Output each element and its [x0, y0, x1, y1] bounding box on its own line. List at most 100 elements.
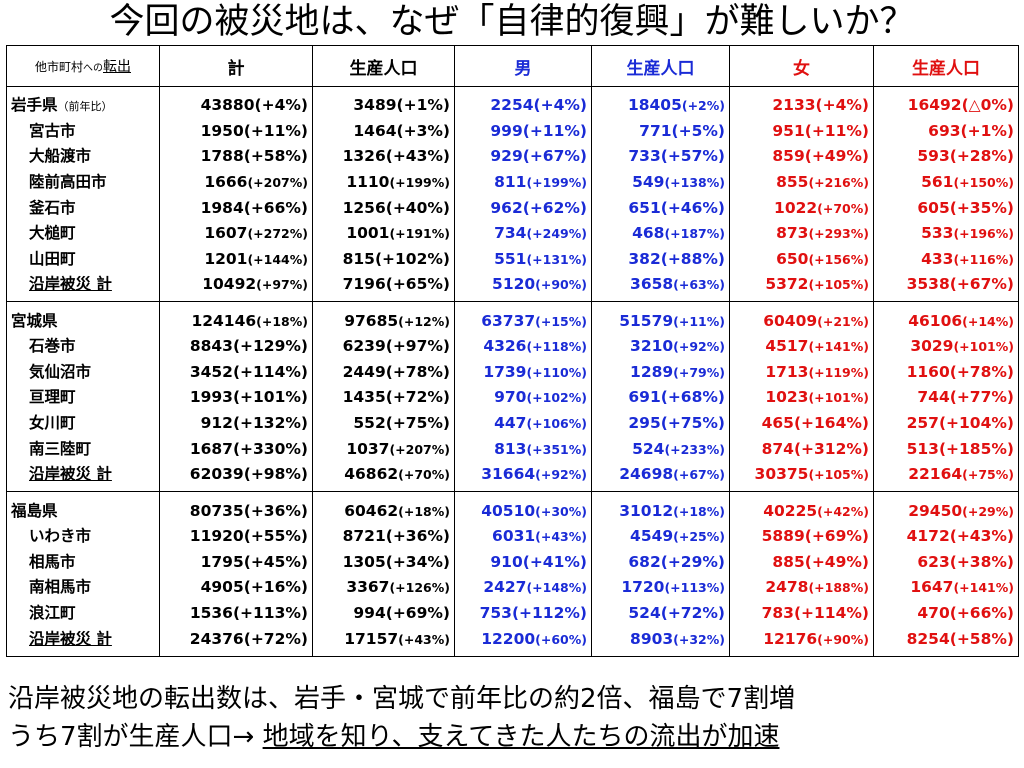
table-cell: 22164(+75%) [873, 461, 1019, 493]
cell-value: 12200 [481, 629, 536, 648]
table-cell: 257(+104%) [873, 410, 1019, 437]
table-cell: 3489(+1%) [312, 86, 455, 119]
cell-value: 929 [490, 147, 523, 166]
cell-change: (+101%) [232, 388, 308, 407]
table-cell: 970(+102%) [454, 385, 592, 411]
table-cell: 1993(+101%) [159, 385, 313, 411]
cell-change: (+67%) [949, 275, 1014, 294]
cell-value: 910 [490, 552, 523, 571]
cell-value: 60462 [344, 501, 399, 520]
cell-value: 1023 [765, 388, 809, 407]
table-cell: 3452(+114%) [159, 359, 313, 386]
table-row: 宮古市 1950(+11%) 1464(+3%) 999(+11%) 771(+5%) 9… [6, 118, 1019, 145]
table-cell: 1256(+40%) [312, 195, 455, 221]
table-cell: 1647(+141%) [873, 575, 1019, 601]
table-cell: 1713(+119%) [729, 359, 874, 386]
cell-value: 40510 [481, 501, 536, 520]
table-cell: 533(+196%) [873, 220, 1019, 247]
footer-summary: 沿岸被災地の転出数は、岩手・宮城で前年比の約2倍、福島で7割増 うち7割が生産人… [8, 680, 1018, 756]
table-row: 浪江町 1536(+113%) 994(+69%) 753(+112%) 524(+72… [6, 600, 1019, 627]
table-cell: 1739(+110%) [454, 359, 592, 386]
cell-change: (+12%) [398, 313, 450, 329]
row-name: 石巻市 [6, 334, 160, 360]
cell-value: 2478 [765, 578, 809, 597]
table-cell: 859(+49%) [729, 144, 874, 170]
cell-value: 3029 [910, 337, 954, 356]
cell-value: 753 [479, 603, 512, 622]
table-cell: 46106(+14%) [873, 301, 1019, 335]
cell-change: (+4%) [254, 96, 308, 115]
cell-value: 513 [906, 439, 939, 458]
cell-value: 859 [772, 147, 805, 166]
cell-value: 1110 [346, 173, 390, 191]
cell-change: (+11%) [243, 121, 308, 140]
table-cell: 80735(+36%) [159, 491, 313, 525]
table-cell: 651(+46%) [591, 195, 730, 221]
cell-value: 382 [628, 249, 661, 268]
cell-value: 3538 [906, 275, 950, 294]
table-cell: 5120(+90%) [454, 271, 592, 303]
cell-value: 813 [494, 439, 527, 458]
row-name: 大船渡市 [6, 144, 160, 170]
cell-change: (+65%) [385, 275, 450, 294]
cell-change: (+36%) [243, 501, 308, 520]
cell-value: 4517 [765, 337, 809, 356]
table-cell: 994(+69%) [312, 600, 455, 627]
table-cell: 682(+29%) [591, 549, 730, 576]
table-cell: 3538(+67%) [873, 271, 1019, 303]
cell-change: (+1%) [960, 121, 1014, 140]
table-cell: 2478(+188%) [729, 575, 874, 601]
cell-value: 651 [628, 198, 661, 217]
table-cell: 12200(+60%) [454, 626, 592, 658]
cell-change: (+43%) [385, 147, 450, 166]
cell-change: (+70%) [398, 467, 450, 483]
cell-value: 10492 [202, 275, 257, 294]
cell-change: (+43%) [949, 527, 1014, 546]
row-name-label: 沿岸被災 計 [29, 465, 112, 484]
cell-change: (+88%) [660, 249, 725, 268]
table-cell: 1326(+43%) [312, 144, 455, 170]
table-cell: 813(+351%) [454, 436, 592, 462]
table-cell: 1289(+79%) [591, 359, 730, 386]
cell-change: (+79%) [673, 364, 725, 380]
cell-value: 465 [761, 414, 794, 433]
cell-value: 1984 [200, 198, 244, 217]
cell-change: (+312%) [793, 439, 869, 458]
row-name-label: 女川町 [29, 414, 76, 433]
cell-change: (+330%) [232, 439, 308, 458]
cell-value: 811 [494, 173, 527, 191]
cell-change: (+196%) [953, 226, 1014, 242]
cell-change: (+129%) [232, 337, 308, 356]
row-name: 岩手県（前年比） [6, 86, 160, 119]
table-row: 沿岸被災 計 24376(+72%) 17157(+43%) 12200(+60%) 8… [6, 626, 1019, 658]
table-cell: 2254(+4%) [454, 86, 592, 119]
row-name-label: 南三陸町 [29, 439, 92, 458]
table-cell: 4549(+25%) [591, 524, 730, 550]
cell-change: (+30%) [535, 503, 587, 519]
cell-value: 468 [632, 224, 665, 243]
table-cell: 552(+75%) [312, 410, 455, 437]
row-name-label: 亘理町 [29, 388, 76, 407]
table-row: 山田町 1201(+144%) 815(+102%) 551(+131%) 382(+8… [6, 246, 1019, 272]
cell-change: (+116%) [953, 251, 1014, 267]
cell-value: 693 [928, 121, 961, 140]
cell-change: (+62%) [522, 198, 587, 217]
cell-value: 1788 [200, 147, 244, 166]
cell-change: (+132%) [232, 414, 308, 433]
cell-change: (+43%) [398, 631, 450, 647]
table-row: 南相馬市 4905(+16%) 3367(+126%) 2427(+148%) 1720… [6, 575, 1019, 601]
table-row: 女川町 912(+132%) 552(+75%) 447(+106%) 295(+75%… [6, 410, 1019, 437]
table-row: 沿岸被災 計 62039(+98%) 46862(+70%) 31664(+92%) 2… [6, 461, 1019, 493]
cell-value: 1647 [910, 578, 954, 597]
table-cell: 60409(+21%) [729, 301, 874, 335]
table-cell: 1950(+11%) [159, 118, 313, 145]
row-name-label: 石巻市 [29, 337, 76, 356]
row-name: いわき市 [6, 524, 160, 550]
cell-change: (+32%) [673, 631, 725, 647]
cell-value: 43880 [200, 96, 255, 115]
cell-change: (+150%) [953, 175, 1014, 190]
table-cell: 855(+216%) [729, 169, 874, 196]
cell-change: (+75%) [385, 414, 450, 433]
outflow-table: 他市町村への転出 計 生産人口 男 生産人口 女 生産人口 岩手県（前年比） 43… [6, 45, 1019, 658]
cell-value: 1666 [204, 173, 248, 191]
